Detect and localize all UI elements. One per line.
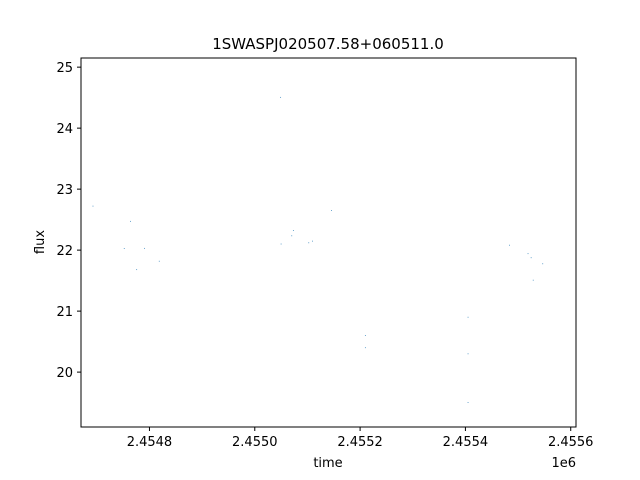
y-axis-label: flux: [33, 230, 48, 254]
data-point: [280, 96, 282, 98]
chart-title: 1SWASPJ020507.58+060511.0: [212, 35, 444, 53]
x-tick-label: 2.4552: [337, 435, 383, 450]
data-point: [308, 242, 310, 244]
x-tick-label: 2.4548: [127, 435, 173, 450]
data-point: [92, 205, 94, 207]
data-point: [530, 257, 532, 259]
data-point: [467, 402, 469, 403]
x-offset-label: 1e6: [551, 456, 576, 471]
data-point: [292, 230, 294, 231]
x-tick-label: 2.4556: [548, 435, 594, 450]
data-point: [532, 279, 534, 281]
data-points: [92, 96, 544, 403]
data-point: [123, 248, 125, 249]
data-point: [542, 263, 544, 265]
data-point: [364, 335, 366, 336]
data-point: [527, 253, 529, 255]
data-point: [130, 220, 131, 222]
y-tick-label: 23: [56, 183, 73, 198]
data-point: [467, 316, 469, 318]
data-point: [467, 353, 469, 355]
data-point: [331, 210, 332, 211]
y-tick-label: 25: [56, 61, 73, 76]
plot-frame: [80, 57, 577, 428]
x-tick-label: 2.4554: [443, 435, 489, 450]
y-tick-label: 20: [56, 366, 73, 381]
data-point: [136, 269, 138, 271]
x-axis: 2.4548 2.4550 2.4552 2.4554 2.4556: [127, 427, 594, 450]
y-tick-label: 21: [56, 305, 73, 320]
data-point: [158, 260, 160, 262]
data-point: [509, 244, 510, 246]
data-point: [144, 247, 145, 249]
y-tick-label: 22: [56, 244, 73, 259]
x-tick-label: 2.4550: [232, 435, 278, 450]
data-point: [280, 243, 282, 245]
data-point: [291, 235, 293, 237]
x-axis-label: time: [313, 456, 342, 471]
data-point: [312, 240, 313, 242]
y-tick-label: 24: [56, 122, 73, 137]
data-point: [364, 347, 366, 349]
y-axis: 20 21 22 23 24 25: [56, 61, 81, 381]
